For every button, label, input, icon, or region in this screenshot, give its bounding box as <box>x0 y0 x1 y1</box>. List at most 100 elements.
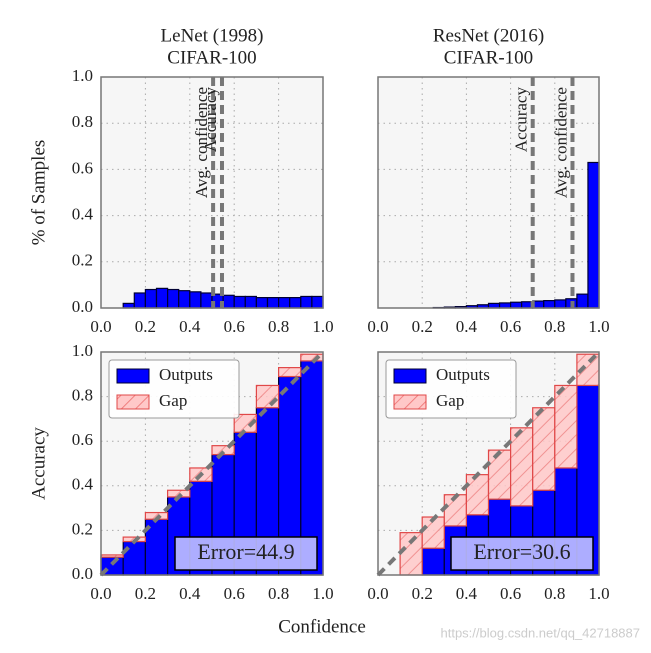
y-tick-label: 0.8 <box>72 112 93 131</box>
reference-label: Accuracy <box>512 87 531 153</box>
chart-subtitle: CIFAR-100 <box>444 47 533 68</box>
x-tick-label: 1.0 <box>588 317 609 336</box>
x-tick-label: 1.0 <box>312 317 333 336</box>
plot-frame <box>377 76 600 309</box>
bar <box>133 292 147 309</box>
bar-segment <box>487 449 512 500</box>
x-tick-label: 0.0 <box>90 584 111 603</box>
y-tick-label: 0.6 <box>72 158 93 177</box>
bar-segment <box>554 384 578 469</box>
legend-swatch <box>116 394 150 410</box>
chart-subtitle: CIFAR-100 <box>167 47 256 68</box>
x-tick-label: 0.6 <box>500 317 521 336</box>
annotation: Error=30.6 <box>473 539 570 564</box>
x-tick-label: 0.2 <box>135 317 156 336</box>
watermark: https://blog.csdn.net/qq_42718887 <box>441 625 641 640</box>
bar <box>244 295 258 309</box>
x-tick-label: 0.4 <box>456 317 478 336</box>
x-tick-label: 0.8 <box>544 584 565 603</box>
x-tick-label: 0.6 <box>224 317 245 336</box>
bar <box>587 161 600 309</box>
x-tick-label: 0.4 <box>179 584 201 603</box>
bar <box>266 297 280 309</box>
bar-segment <box>510 427 534 507</box>
chart-title: ResNet (2016) <box>433 25 544 46</box>
legend-label: Gap <box>436 391 464 410</box>
y-tick-label: 0.4 <box>72 475 94 494</box>
y-tick-label: 1.0 <box>72 341 93 360</box>
x-tick-label: 0.6 <box>500 584 521 603</box>
bar <box>167 288 180 309</box>
y-axis-label: Accuracy <box>28 427 49 500</box>
diagonal-reference <box>99 350 325 577</box>
bar-segment <box>100 554 124 558</box>
legend-label: Outputs <box>436 365 490 384</box>
bar <box>189 291 202 309</box>
bar <box>144 288 158 309</box>
bar <box>300 295 313 309</box>
x-tick-label: 0.0 <box>367 584 388 603</box>
x-tick-label: 1.0 <box>588 584 609 603</box>
bar-segment <box>421 547 445 576</box>
bar <box>178 290 191 309</box>
bar <box>498 302 512 309</box>
y-tick-label: 1.0 <box>72 66 93 85</box>
bar <box>543 300 556 309</box>
plot-frame <box>100 76 324 309</box>
annotation-box <box>174 536 318 571</box>
x-tick-label: 0.8 <box>268 584 289 603</box>
bar <box>554 299 567 309</box>
x-tick-label: 0.2 <box>412 317 433 336</box>
bar-segment <box>465 474 490 516</box>
y-tick-label: 0.2 <box>72 251 93 270</box>
y-tick-label: 0.6 <box>72 430 93 449</box>
bar <box>510 301 523 309</box>
bar-segment <box>532 407 556 491</box>
y-axis-label: % of Samples <box>28 140 49 246</box>
y-tick-label: 0.8 <box>72 386 93 405</box>
bar <box>155 287 169 309</box>
chart-title: LeNet (1998) <box>161 25 264 46</box>
bar <box>311 295 324 309</box>
diagonal-reference <box>376 350 601 577</box>
x-tick-label: 0.6 <box>224 584 245 603</box>
bar-segment <box>255 384 280 409</box>
bar <box>233 295 246 309</box>
x-tick-label: 0.0 <box>367 317 388 336</box>
reference-label: Accuracy <box>201 87 220 153</box>
x-tick-label: 0.8 <box>268 317 289 336</box>
plot-background <box>378 77 599 308</box>
legend-label: Outputs <box>159 365 213 384</box>
y-tick-label: 0.0 <box>72 564 93 583</box>
x-tick-label: 0.2 <box>135 584 156 603</box>
x-tick-label: 1.0 <box>312 584 333 603</box>
x-tick-label: 0.8 <box>544 317 565 336</box>
annotation-box <box>450 536 594 571</box>
bar-segment <box>278 367 302 378</box>
y-tick-label: 0.4 <box>72 205 94 224</box>
bar <box>278 297 291 309</box>
bar <box>576 293 589 309</box>
legend-swatch <box>393 394 427 410</box>
plot-frame <box>377 351 600 576</box>
reference-label: Avg. confidence <box>192 87 211 198</box>
x-axis-label: Confidence <box>278 616 366 637</box>
x-tick-label: 0.4 <box>179 317 201 336</box>
legend-swatch <box>393 368 427 384</box>
bar <box>222 294 235 309</box>
bar <box>200 292 213 309</box>
x-tick-label: 0.4 <box>456 584 478 603</box>
y-tick-label: 0.2 <box>72 519 93 538</box>
x-tick-label: 0.2 <box>412 584 433 603</box>
bar <box>289 297 302 309</box>
y-tick-label: 0.0 <box>72 297 93 316</box>
annotation: Error=44.9 <box>197 539 294 564</box>
plot-frame <box>100 351 324 576</box>
legend-swatch <box>116 368 150 384</box>
x-tick-label: 0.0 <box>90 317 111 336</box>
legend-label: Gap <box>159 391 187 410</box>
bar <box>255 297 269 309</box>
reference-label: Avg. confidence <box>551 87 570 198</box>
